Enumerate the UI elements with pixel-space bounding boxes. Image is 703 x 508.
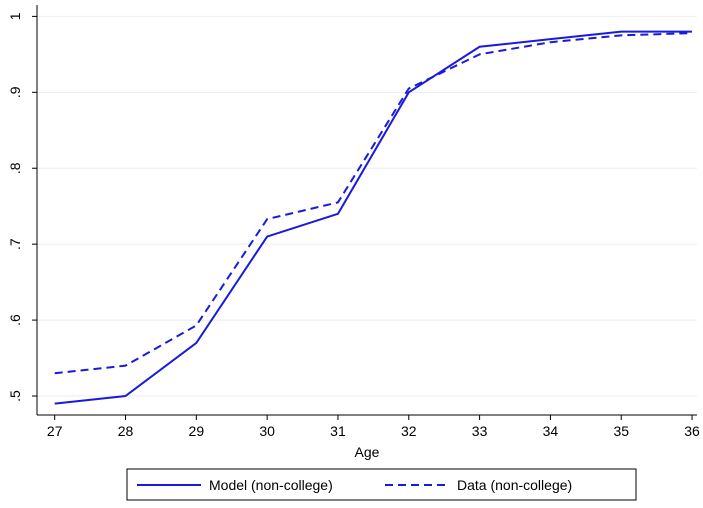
y-tick-label: .6 <box>7 314 23 326</box>
legend-box <box>126 468 637 501</box>
x-tick-label: 27 <box>47 423 63 439</box>
x-tick-label: 33 <box>472 423 488 439</box>
y-tick-label: .8 <box>7 162 23 174</box>
legend-label: Model (non-college) <box>209 477 333 493</box>
x-tick-label: 28 <box>118 423 134 439</box>
x-tick-label: 36 <box>684 423 700 439</box>
x-axis-title: Age <box>355 444 380 460</box>
y-tick-label: .9 <box>7 86 23 98</box>
series-line <box>54 32 693 375</box>
x-tick-label: 34 <box>543 423 559 439</box>
x-tick-label: 29 <box>189 423 205 439</box>
y-tick-label: .7 <box>7 238 23 250</box>
x-tick-label: 30 <box>259 423 275 439</box>
y-tick-label: 1 <box>7 12 23 20</box>
series-line <box>54 30 693 405</box>
x-tick-label: 35 <box>613 423 629 439</box>
x-tick-label: 31 <box>330 423 346 439</box>
x-tick-label: 32 <box>401 423 417 439</box>
y-tick-label: .5 <box>7 390 23 402</box>
legend-label: Data (non-college) <box>457 477 572 493</box>
